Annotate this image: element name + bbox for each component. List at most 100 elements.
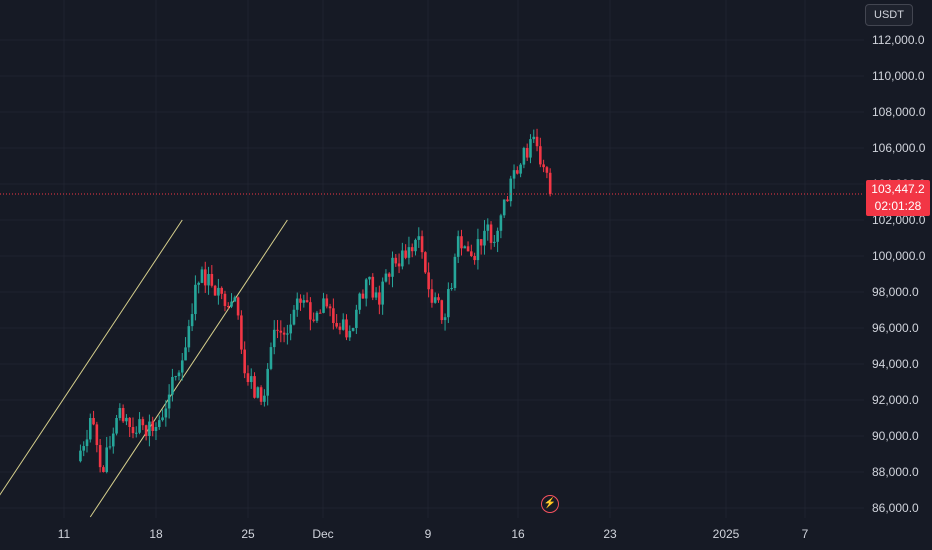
candle-body	[473, 256, 476, 261]
lightning-icon[interactable]: ⚡	[541, 495, 559, 513]
candle-body	[259, 387, 263, 402]
candle-body	[525, 148, 529, 158]
candle-body	[456, 236, 460, 257]
candle-body	[493, 241, 496, 243]
candle-body	[92, 418, 95, 425]
candle-body	[180, 360, 184, 373]
candle-body	[243, 349, 246, 374]
candle-body	[417, 236, 421, 240]
candle-body	[345, 319, 348, 338]
candle-body	[302, 300, 306, 303]
candle-body	[391, 257, 394, 277]
time-tick-label: 9	[425, 527, 432, 541]
candle-body	[98, 445, 102, 468]
candle-body	[276, 329, 279, 331]
candle-body	[512, 170, 516, 179]
candle-body	[210, 274, 214, 286]
candle-body	[476, 239, 480, 261]
time-axis[interactable]: 11 18 25 Dec 9 16 23 2025 7	[58, 527, 809, 541]
candle-body	[138, 419, 141, 433]
price-tick-label: 90,000.0	[872, 429, 919, 443]
candle-body	[249, 376, 253, 382]
candle-body	[424, 252, 427, 273]
candle-body	[128, 417, 131, 427]
candle-body	[384, 273, 388, 282]
candle-body	[226, 305, 230, 307]
candle-body	[102, 467, 105, 472]
candle-body	[351, 328, 355, 331]
price-tick-label: 94,000.0	[872, 357, 919, 371]
candle-body	[141, 419, 145, 426]
candle-body	[489, 224, 493, 243]
candle-body	[410, 247, 414, 252]
candle-body	[233, 297, 237, 302]
candle-body	[203, 269, 207, 286]
candle-body	[335, 323, 338, 327]
candle-body	[355, 309, 358, 328]
candle-body	[539, 146, 542, 165]
candle-body	[368, 276, 371, 280]
candle-body	[197, 282, 200, 285]
candle-body	[486, 224, 490, 231]
candle-body	[374, 292, 378, 298]
candle-body	[269, 347, 273, 369]
price-tick-label: 108,000.0	[872, 105, 926, 119]
candle-body	[286, 333, 289, 335]
candle-body	[443, 317, 447, 321]
candle-body	[279, 330, 283, 333]
candle-body	[272, 329, 276, 348]
candle-body	[529, 139, 532, 158]
candle-body	[535, 136, 539, 147]
candle-body	[516, 170, 519, 174]
candle-body	[338, 326, 342, 330]
candle-body	[121, 408, 125, 422]
candle-body	[220, 287, 223, 294]
candle-body	[325, 298, 329, 307]
candle-body	[496, 230, 499, 242]
candle-body	[187, 326, 191, 348]
time-tick-label: 16	[511, 527, 525, 541]
candle-body	[174, 376, 177, 378]
current-price-value: 103,447.2	[871, 182, 925, 196]
candle-body	[447, 289, 450, 318]
candle-body	[433, 297, 437, 303]
candle-body	[171, 376, 174, 395]
candle-body	[305, 300, 309, 303]
candle-body	[82, 446, 86, 451]
currency-badge[interactable]: USDT	[865, 4, 913, 26]
candle-body	[548, 172, 552, 194]
candle-body	[322, 298, 325, 313]
candle-body	[430, 289, 434, 303]
time-tick-label: 25	[241, 527, 255, 541]
candle-body	[440, 300, 444, 321]
candle-body	[164, 408, 168, 418]
candle-body	[207, 274, 210, 286]
candle-body	[542, 164, 545, 168]
candle-body	[240, 315, 243, 350]
candle-body	[479, 239, 483, 246]
candle-body	[194, 284, 197, 315]
candle-body	[519, 164, 522, 174]
candle-body	[414, 239, 417, 252]
price-axis[interactable]: 86,000.0 88,000.0 90,000.0 92,000.0 94,000.0…	[872, 33, 926, 515]
candle-body	[466, 246, 470, 252]
candle-body	[509, 178, 513, 202]
candle-body	[157, 420, 161, 427]
time-tick-label: 18	[149, 527, 163, 541]
candle-body	[378, 292, 381, 305]
candle-body	[381, 281, 384, 305]
candle-body	[332, 308, 335, 324]
candle-body	[144, 425, 148, 436]
trend-channel	[0, 219, 288, 518]
candle-body	[394, 257, 398, 264]
candle-body	[450, 287, 453, 290]
candle-body	[256, 387, 260, 398]
candle-body	[453, 256, 457, 288]
candle-body	[131, 427, 135, 434]
candle-body	[236, 297, 240, 316]
candle-body	[79, 450, 82, 462]
candle-body	[502, 199, 506, 216]
time-tick-label: Dec	[312, 527, 333, 541]
price-tick-label: 106,000.0	[872, 141, 926, 155]
